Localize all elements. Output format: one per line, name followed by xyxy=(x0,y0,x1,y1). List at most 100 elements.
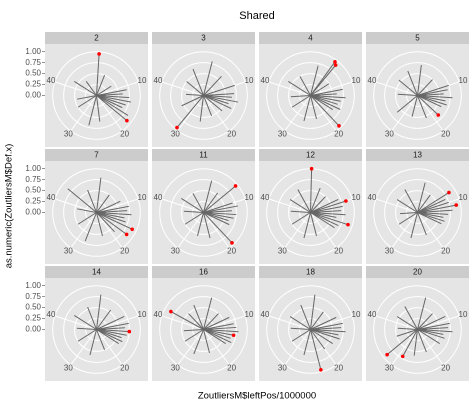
segment xyxy=(291,212,311,225)
outlier-segment xyxy=(310,329,322,370)
grid-spoke xyxy=(417,212,445,251)
segment xyxy=(96,177,102,213)
theta-tick-label: 30 xyxy=(385,363,394,372)
segment xyxy=(96,329,123,343)
grid-circle xyxy=(384,62,451,129)
theta-tick-label: 40 xyxy=(368,310,377,319)
strip-label: 2 xyxy=(94,34,99,43)
theta-tick-label: 10 xyxy=(459,193,468,202)
grid-circle xyxy=(406,318,429,341)
grid-spoke xyxy=(159,80,204,96)
grid-spoke xyxy=(203,329,231,368)
strip-label: 5 xyxy=(415,34,420,43)
grid-spoke xyxy=(176,329,204,368)
segment xyxy=(96,212,126,223)
segment xyxy=(310,95,341,110)
theta-tick-label: 10 xyxy=(138,193,147,202)
outlier-point xyxy=(346,222,350,227)
strip xyxy=(45,32,148,44)
grid-spoke xyxy=(203,314,248,330)
grid-circle xyxy=(170,62,237,129)
segment xyxy=(96,200,121,213)
segment xyxy=(310,212,335,229)
grid-spoke xyxy=(159,197,204,213)
segment xyxy=(310,95,317,119)
theta-tick-label: 20 xyxy=(441,129,450,138)
segment xyxy=(413,329,418,356)
segment xyxy=(203,95,239,103)
segment xyxy=(203,61,213,96)
segment xyxy=(300,304,311,330)
segment xyxy=(310,311,324,330)
grid-circle xyxy=(384,296,451,363)
grid-spoke xyxy=(373,197,418,213)
segment xyxy=(417,212,442,225)
outlier-segment xyxy=(402,329,418,357)
strip xyxy=(45,149,148,161)
grid-circle xyxy=(266,285,355,374)
y-tick-label: 0.50 xyxy=(25,303,41,312)
grid-spoke xyxy=(310,314,355,330)
segment xyxy=(199,95,204,122)
outlier-point xyxy=(175,125,179,130)
grid-circle xyxy=(74,307,119,352)
segment xyxy=(193,329,204,355)
segment xyxy=(96,95,132,103)
segment xyxy=(188,313,204,330)
strip-label: 14 xyxy=(92,268,101,277)
outlier-point xyxy=(125,118,129,123)
grid-circle xyxy=(170,179,237,246)
segment xyxy=(417,201,449,213)
y-tick-label: 0.75 xyxy=(25,58,41,67)
segment xyxy=(77,212,97,225)
segment xyxy=(203,95,229,105)
outlier-point xyxy=(436,113,441,117)
segment xyxy=(398,79,418,96)
segment xyxy=(203,297,213,330)
outlier-segment xyxy=(310,64,337,96)
segment xyxy=(96,212,115,233)
segment xyxy=(203,326,237,330)
grid-spoke xyxy=(69,329,97,368)
segment xyxy=(74,314,97,330)
segment xyxy=(203,212,237,216)
segment xyxy=(185,93,204,96)
grid-circle xyxy=(159,51,248,140)
segment xyxy=(417,329,427,353)
outlier-point xyxy=(309,166,314,171)
segment xyxy=(417,329,453,333)
theta-tick-label: 30 xyxy=(278,363,287,372)
grid-circle xyxy=(384,179,451,246)
segment xyxy=(417,79,433,96)
segment xyxy=(417,95,453,99)
theta-tick-label: 30 xyxy=(171,246,180,255)
theta-tick-label: 40 xyxy=(47,310,56,319)
segment xyxy=(310,329,340,340)
grid-spoke xyxy=(417,329,445,368)
segment xyxy=(96,205,129,213)
theta-tick-label: 40 xyxy=(154,310,163,319)
segment xyxy=(303,212,311,239)
segment xyxy=(289,316,311,330)
grid-spoke xyxy=(310,80,355,96)
segment xyxy=(310,95,346,99)
theta-tick-label: 20 xyxy=(334,246,343,255)
strip xyxy=(259,149,362,161)
y-tick-label: 0.25 xyxy=(25,80,41,89)
y-axis-label: as.numeric(ZoutliersM$Def.x) xyxy=(4,144,15,269)
grid-spoke xyxy=(417,314,462,330)
y-tick-label: 0.50 xyxy=(25,69,41,78)
grid-circle xyxy=(52,285,141,374)
strip xyxy=(152,32,255,44)
segment xyxy=(290,210,311,213)
strip xyxy=(259,32,362,44)
outlier-point xyxy=(333,63,338,67)
segment xyxy=(303,329,311,356)
segment xyxy=(203,202,233,213)
segment xyxy=(310,187,321,213)
segment xyxy=(310,329,326,350)
segment xyxy=(417,212,444,218)
grid-circle xyxy=(406,84,429,107)
segment xyxy=(203,95,213,117)
